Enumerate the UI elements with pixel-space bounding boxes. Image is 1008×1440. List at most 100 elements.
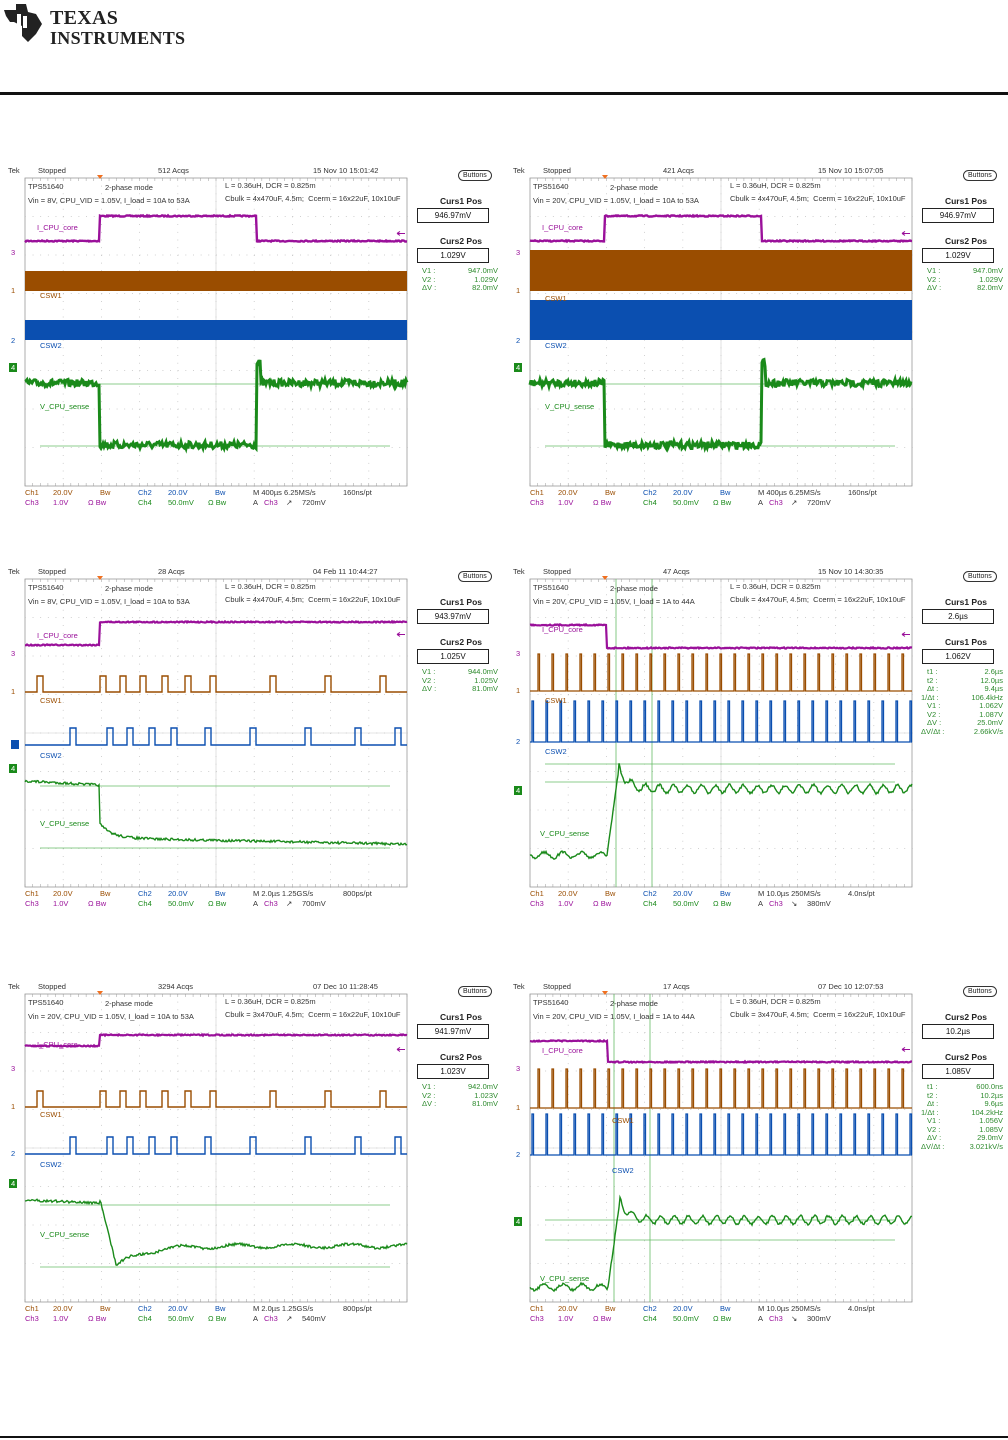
footer-trigger-prefix: A [253,498,259,507]
footer-ch4: Ch4 [643,1314,657,1323]
readout-value: 600.0ns [976,1082,1003,1091]
cursor-b-position[interactable]: 1.023V [417,1064,489,1079]
buttons-button[interactable]: Buttons [963,571,997,582]
label-i-cpu-core: I_CPU_core [542,1046,583,1055]
cursor-a-position[interactable]: 10.2µs [922,1024,994,1039]
trace-ch2-csw2 [25,1136,407,1155]
timestamp: 07 Dec 10 11:28:45 [313,982,378,991]
footer-ch2-scale: 20.0V [673,889,693,898]
footer-timebase: M 2.0µs 1.25GS/s [253,1304,314,1313]
label-i-cpu-core: I_CPU_core [37,223,78,232]
cursor-b-position[interactable]: 1.029V [417,248,489,263]
marker-ch2: 2 [516,1150,521,1159]
footer-record-length: 800ps/pt [343,889,372,898]
readout-label: t1 : [927,1082,938,1091]
trace-ch3-i-cpu-core [529,622,913,651]
footer-ch1-bw: Bw [100,1304,111,1313]
footer-ch1-scale: 20.0V [53,488,73,497]
footer-ch3-bw: Ω Bw [593,1314,612,1323]
label-v-cpu-sense: V_CPU_sense [40,402,90,411]
footer-ch2: Ch2 [138,889,152,898]
cursor-a-position[interactable]: 943.97mV [417,609,489,624]
marker-ch3: 3 [11,649,16,658]
buttons-button[interactable]: Buttons [963,170,997,181]
acquisition-status: Stopped [38,166,66,175]
label-v-cpu-sense: V_CPU_sense [540,829,590,838]
footer-timebase: M 400µs 6.25MS/s [758,488,821,497]
cursor-a-title: Curs1 Pos [439,196,483,206]
footer-timebase: M 10.0µs 250MS/s [758,1304,821,1313]
buttons-button[interactable]: Buttons [458,986,492,997]
trace-ch4-v-cpu-sense [24,1198,408,1266]
buttons-button[interactable]: Buttons [963,986,997,997]
readout-label: V2 : [927,1124,941,1134]
readout-label: V1 : [422,1082,436,1091]
scope-screen [528,175,913,487]
readout-value: 1.025V [474,675,498,685]
footer-trigger-slope: ↗ [286,1314,293,1323]
trace-ch4-v-cpu-sense [529,1194,913,1293]
footer-ch2-scale: 20.0V [168,1304,188,1313]
readout-label: ΔV : [422,283,437,292]
logo-text-1: Texas [50,7,119,29]
footer-ch3-scale: 1.0V [53,1314,69,1323]
marker-ch3: 3 [11,1064,16,1073]
cursor-a-position[interactable]: 946.97mV [417,208,489,223]
buttons-button[interactable]: Buttons [458,170,492,181]
cursor-a-title: Curs1 Pos [944,196,988,206]
cursor-b-position[interactable]: 1.085V [922,1064,994,1079]
readout-label: ΔV : [927,718,942,727]
acquisition-count: 47 Acqs [663,567,690,576]
trigger-position-icon [97,175,103,179]
footer-ch2-bw: Bw [215,889,226,898]
readout-label: V2 : [927,709,941,719]
header-rule [0,92,1008,95]
trace-ch1-csw1 [25,1090,407,1108]
footer-ch1-bw: Bw [605,1304,616,1313]
label-v-cpu-sense: V_CPU_sense [545,402,595,411]
tek-label: Tek [513,166,525,175]
buttons-button[interactable]: Buttons [458,571,492,582]
label-csw2: CSW2 [545,341,567,350]
footer-record-length: 4.0ns/pt [848,1304,875,1313]
marker-ch3: 3 [516,248,521,257]
capacitor-note: Cbulk = 4x470uF, 4.5m; Ccerm = 16x22uF, … [225,595,401,604]
readout-value: 104.2kHz [971,1107,1003,1117]
readout-label: V1 : [927,1116,941,1125]
mode-note: 2-phase mode [610,183,658,192]
device-note: TPS51640 [28,583,64,592]
label-csw2: CSW2 [40,341,62,350]
trigger-position-icon [97,576,103,580]
trace-ch4-v-cpu-sense [528,357,913,454]
acquisition-status: Stopped [38,567,66,576]
cursor-a-position[interactable]: 941.97mV [417,1024,489,1039]
readout-value: 29.0mV [977,1133,1003,1142]
capacitor-note: Cbulk = 4x470uF, 4.5m; Ccerm = 16x22uF, … [730,194,906,203]
cursor-b-position[interactable]: 1.062V [922,649,994,664]
cursor-a-position[interactable]: 2.6µs [922,609,994,624]
mode-note: 2-phase mode [105,999,153,1008]
footer-ch3-scale: 1.0V [53,498,69,507]
cursor-b-title: Curs2 Pos [439,1052,483,1062]
readout-value: 12.0µs [980,675,1003,685]
inductor-note: L = 0.36uH, DCR = 0.825m [225,997,316,1006]
cursor-b-position[interactable]: 1.025V [417,649,489,664]
footer-record-length: 4.0ns/pt [848,889,875,898]
readout-label: ΔV : [422,1099,437,1108]
label-csw2: CSW2 [40,1160,62,1169]
scope-screen [529,576,913,888]
cursor-a-title: Curs1 Pos [439,1012,483,1022]
footer-ch3: Ch3 [530,899,544,908]
trace-ch3-i-cpu-core [24,213,408,244]
cursor-a-position[interactable]: 946.97mV [922,208,994,223]
footer-ch4-bw: Ω Bw [208,1314,227,1323]
footer-trigger-level: 720mV [807,498,831,507]
trigger-level-arrow-icon [396,632,405,637]
readout-value: 82.0mV [472,283,498,292]
cursor-b-position[interactable]: 1.029V [922,248,994,263]
footer-ch3: Ch3 [25,899,39,908]
conditions-note: Vin = 20V, CPU_VID = 1.05V, I_load = 1A … [533,597,695,606]
footer-timebase: M 10.0µs 250MS/s [758,889,821,898]
footer-ch4-scale: 50.0mV [673,1314,699,1323]
inductor-note: L = 0.36uH, DCR = 0.825m [730,582,821,591]
